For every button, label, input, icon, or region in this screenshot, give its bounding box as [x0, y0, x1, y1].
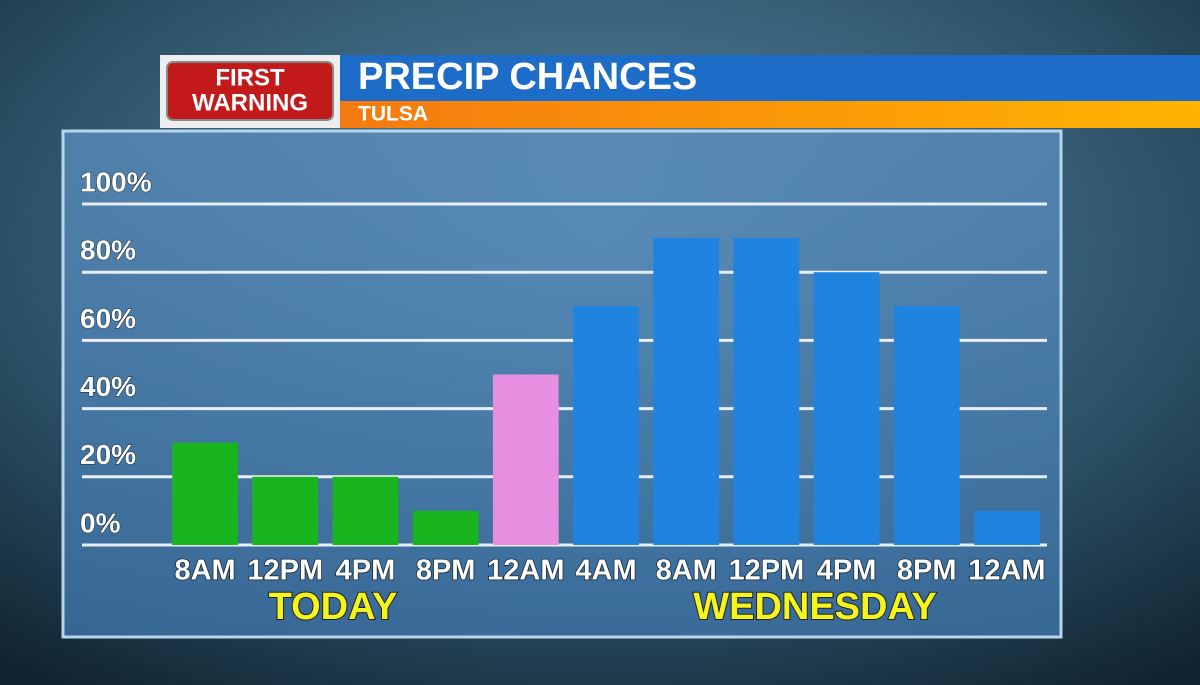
y-tick-label: 80% — [80, 235, 136, 266]
x-tick-label: 8PM — [416, 555, 476, 587]
bar — [332, 476, 399, 545]
bar — [813, 272, 880, 545]
logo-text: WARNING — [192, 89, 308, 116]
group-label: WEDNESDAY — [693, 586, 937, 628]
x-tick-label: 8PM — [897, 555, 957, 587]
x-tick-label: 8AM — [174, 555, 235, 587]
bar — [172, 442, 238, 545]
bar — [653, 238, 720, 545]
bar — [573, 306, 639, 545]
x-tick-label: 12AM — [487, 555, 564, 587]
bar — [412, 510, 479, 545]
group-label: TODAY — [269, 586, 398, 628]
x-tick-label: 12AM — [968, 555, 1045, 587]
y-tick-label: 60% — [80, 303, 136, 334]
bar — [893, 306, 960, 545]
bar — [974, 510, 1040, 545]
y-tick-label: 0% — [80, 507, 121, 538]
logo-badge — [166, 61, 334, 121]
logo-text: FIRST — [215, 64, 285, 91]
y-tick-label: 100% — [80, 166, 152, 197]
bar — [733, 238, 800, 545]
x-tick-label: 4PM — [336, 555, 396, 587]
subtitle: TULSA — [358, 103, 428, 126]
subtitle-bar — [340, 101, 1200, 128]
x-tick-label: 4AM — [575, 555, 636, 587]
x-tick-label: 8AM — [656, 555, 717, 587]
x-tick-label: 12PM — [728, 555, 804, 587]
x-tick-label: 12PM — [247, 555, 323, 587]
title-bar — [340, 55, 1200, 101]
bar — [252, 476, 319, 545]
title: PRECIP CHANCES — [358, 56, 697, 98]
bar — [492, 374, 559, 545]
y-tick-label: 40% — [80, 371, 136, 402]
y-tick-label: 20% — [80, 439, 136, 470]
x-tick-label: 4PM — [817, 555, 877, 587]
